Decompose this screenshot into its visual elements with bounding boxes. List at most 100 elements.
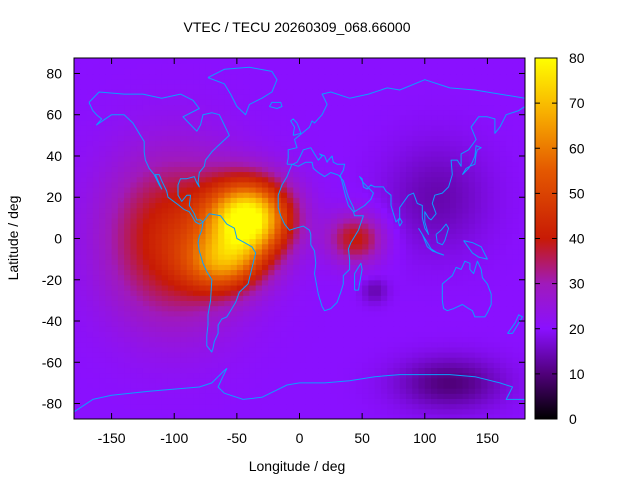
heatmap-cell: [355, 130, 363, 136]
heatmap-cell: [337, 372, 344, 379]
heatmap-cell: [105, 413, 113, 419]
heatmap-cell: [324, 135, 332, 142]
heatmap-cell: [431, 259, 438, 265]
heatmap-cell: [161, 351, 169, 358]
heatmap-cell: [318, 83, 326, 90]
heatmap-cell: [111, 83, 119, 90]
heatmap-cell: [518, 181, 525, 188]
heatmap-cell: [218, 130, 225, 136]
heatmap-cell: [136, 94, 144, 100]
heatmap-cell: [155, 388, 163, 394]
heatmap-cell: [481, 125, 489, 131]
heatmap-cell: [74, 114, 81, 121]
heatmap-cell: [387, 305, 395, 312]
heatmap-cell: [268, 274, 276, 281]
heatmap-cell: [249, 135, 257, 142]
heatmap-cell: [312, 192, 319, 198]
heatmap-cell: [349, 171, 357, 178]
heatmap-cell: [493, 248, 501, 255]
heatmap-cell: [512, 398, 520, 405]
heatmap-cell: [224, 114, 232, 121]
heatmap-cell: [499, 207, 507, 214]
heatmap-cell: [268, 161, 276, 167]
heatmap-cell: [161, 269, 169, 276]
heatmap-cell: [393, 63, 401, 69]
heatmap-cell: [280, 217, 288, 224]
heatmap-cell: [205, 171, 213, 178]
heatmap-cell: [449, 259, 457, 265]
heatmap-cell: [374, 181, 382, 188]
heatmap-cell: [193, 155, 200, 162]
heatmap-cell: [136, 388, 144, 394]
heatmap-cell: [99, 398, 106, 405]
heatmap-cell: [261, 253, 269, 260]
heatmap-cell: [174, 248, 182, 255]
heatmap-cell: [299, 321, 307, 327]
heatmap-cell: [368, 315, 376, 322]
heatmap-cell: [199, 398, 207, 405]
heatmap-cell: [167, 135, 175, 142]
heatmap-cell: [443, 326, 451, 332]
heatmap-cell: [512, 367, 520, 374]
heatmap-cell: [205, 377, 213, 384]
heatmap-cell: [211, 367, 219, 374]
heatmap-cell: [199, 331, 207, 338]
heatmap-cell: [280, 140, 288, 147]
heatmap-cell: [512, 228, 520, 234]
heatmap-cell: [487, 161, 495, 167]
heatmap-cell: [443, 63, 451, 69]
heatmap-cell: [437, 88, 445, 95]
heatmap-cell: [261, 140, 269, 147]
heatmap-cell: [456, 274, 463, 281]
heatmap-cell: [105, 125, 113, 131]
heatmap-cell: [199, 73, 207, 80]
heatmap-cell: [474, 217, 482, 224]
heatmap-cell: [456, 135, 463, 142]
heatmap-cell: [456, 284, 463, 291]
heatmap-cell: [312, 279, 319, 286]
heatmap-cell: [324, 228, 332, 234]
heatmap-cell: [518, 140, 525, 147]
heatmap-cell: [393, 130, 401, 136]
heatmap-cell: [155, 197, 163, 203]
heatmap-cell: [199, 248, 207, 255]
heatmap-cell: [512, 88, 520, 95]
heatmap-cell: [462, 104, 470, 111]
heatmap-cell: [180, 336, 188, 343]
heatmap-cell: [111, 202, 119, 209]
heatmap-cell: [299, 125, 307, 131]
heatmap-cell: [449, 357, 457, 363]
heatmap-cell: [180, 99, 188, 106]
heatmap-cell: [274, 357, 282, 363]
heatmap-cell: [86, 192, 94, 198]
heatmap-cell: [324, 202, 332, 209]
heatmap-cell: [224, 176, 232, 183]
heatmap-cell: [424, 78, 432, 85]
heatmap-cell: [512, 279, 520, 286]
heatmap-cell: [368, 341, 376, 348]
heatmap-cell: [74, 377, 81, 384]
heatmap-cell: [117, 408, 125, 415]
heatmap-cell: [130, 171, 138, 178]
heatmap-cell: [268, 315, 276, 322]
heatmap-cell: [493, 217, 501, 224]
heatmap-cell: [142, 300, 150, 307]
heatmap-cell: [186, 284, 194, 291]
heatmap-cell: [99, 408, 106, 415]
heatmap-cell: [180, 321, 188, 327]
heatmap-cell: [506, 135, 514, 142]
heatmap-cell: [312, 217, 319, 224]
heatmap-cell: [368, 217, 376, 224]
heatmap-cell: [142, 78, 150, 85]
heatmap-cell: [312, 166, 319, 173]
heatmap-cell: [236, 202, 244, 209]
heatmap-cell: [243, 398, 250, 405]
heatmap-cell: [349, 403, 357, 410]
heatmap-cell: [318, 104, 326, 111]
heatmap-cell: [105, 88, 113, 95]
heatmap-cell: [349, 135, 357, 142]
heatmap-cell: [456, 377, 463, 384]
heatmap-cell: [243, 217, 250, 224]
heatmap-cell: [393, 119, 401, 126]
heatmap-cell: [80, 176, 88, 183]
